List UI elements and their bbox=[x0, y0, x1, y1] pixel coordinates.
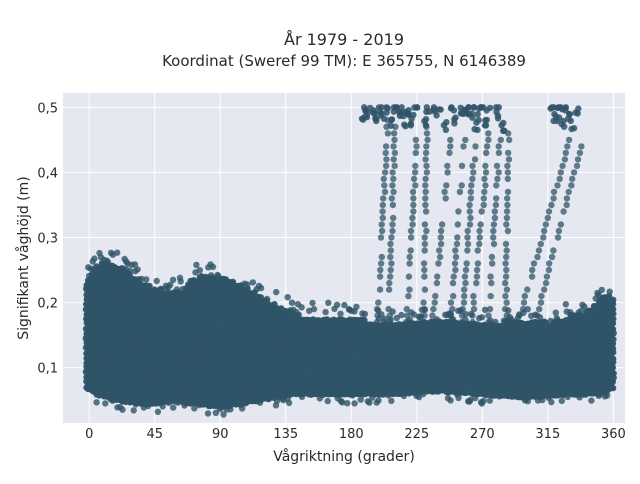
data-point bbox=[155, 409, 161, 415]
data-point bbox=[170, 404, 176, 410]
data-point bbox=[325, 398, 331, 404]
data-point bbox=[398, 312, 404, 318]
data-point bbox=[210, 264, 216, 270]
data-point bbox=[309, 300, 315, 306]
data-point bbox=[311, 306, 317, 312]
data-point bbox=[250, 279, 256, 285]
data-point bbox=[273, 289, 279, 295]
data-point bbox=[298, 304, 304, 310]
data-point bbox=[325, 300, 331, 306]
data-point bbox=[102, 400, 108, 406]
data-point bbox=[285, 294, 291, 300]
data-point bbox=[351, 400, 357, 406]
data-point bbox=[154, 278, 160, 284]
data-point bbox=[337, 311, 343, 317]
data-point bbox=[289, 300, 295, 306]
data-point bbox=[93, 399, 99, 405]
data-point bbox=[264, 296, 270, 302]
data-point bbox=[362, 311, 368, 317]
data-point bbox=[344, 400, 350, 406]
data-point bbox=[131, 407, 137, 413]
data-point bbox=[114, 250, 120, 256]
data-point bbox=[375, 397, 381, 403]
data-point bbox=[197, 267, 203, 273]
data-point bbox=[134, 266, 140, 272]
data-point bbox=[258, 285, 264, 291]
data-point bbox=[178, 278, 184, 284]
data-point bbox=[334, 302, 340, 308]
data-point bbox=[119, 407, 125, 413]
data-point bbox=[244, 281, 250, 287]
data-point bbox=[193, 262, 199, 268]
data-point bbox=[353, 304, 359, 310]
data-point bbox=[322, 309, 328, 315]
data-point bbox=[143, 276, 149, 282]
data-point bbox=[170, 277, 176, 283]
data-point bbox=[286, 400, 292, 406]
data-point bbox=[205, 410, 211, 416]
data-point bbox=[388, 398, 394, 404]
data-point bbox=[91, 255, 97, 261]
data-point bbox=[341, 302, 347, 308]
